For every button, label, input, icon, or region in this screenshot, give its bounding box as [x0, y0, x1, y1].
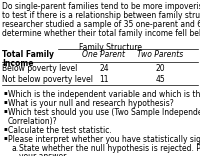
Text: 20: 20	[155, 64, 165, 73]
Text: Income: Income	[2, 59, 34, 68]
Text: ▪: ▪	[3, 90, 7, 95]
Text: 45: 45	[155, 75, 165, 84]
Text: Not below poverty level: Not below poverty level	[2, 75, 93, 84]
Text: ▪: ▪	[3, 108, 7, 113]
Text: State whether the null hypothesis is rejected. Please include critical region in: State whether the null hypothesis is rej…	[19, 144, 200, 153]
Text: your answer.: your answer.	[19, 152, 68, 156]
Text: ▪: ▪	[3, 126, 7, 131]
Text: Calculate the test statistic.: Calculate the test statistic.	[8, 126, 112, 135]
Text: 24: 24	[99, 64, 109, 73]
Text: researcher studied a sample of 35 one-parent and 65 two-parent families in a par: researcher studied a sample of 35 one-pa…	[2, 20, 200, 29]
Text: Two Parents: Two Parents	[137, 50, 183, 59]
Text: to test if there is a relationship between family structure and family income le: to test if there is a relationship betwe…	[2, 11, 200, 20]
Text: ▪: ▪	[3, 135, 7, 140]
Text: 11: 11	[99, 75, 109, 84]
Text: determine whether their total family income fell below the poverty level.: determine whether their total family inc…	[2, 29, 200, 39]
Text: One Parent: One Parent	[83, 50, 126, 59]
Text: ▪: ▪	[3, 99, 7, 104]
Text: Correlation)?: Correlation)?	[8, 117, 58, 126]
Text: Which test should you use (Two Sample Independent t, ANOVA, Chi-square, or: Which test should you use (Two Sample In…	[8, 108, 200, 117]
Text: a.: a.	[12, 144, 19, 153]
Text: Which is the independent variable and which is the dependent variable?: Which is the independent variable and wh…	[8, 90, 200, 99]
Text: What is your null and research hypothesis?: What is your null and research hypothesi…	[8, 99, 174, 108]
Text: Do single-parent families tend to be more impoverished than families with two pa: Do single-parent families tend to be mor…	[2, 2, 200, 11]
Text: Total Family: Total Family	[2, 50, 54, 59]
Text: Below poverty level: Below poverty level	[2, 64, 77, 73]
Text: Please interpret whether you have statistically significant results when α = .05: Please interpret whether you have statis…	[8, 135, 200, 144]
Text: Family Structure: Family Structure	[79, 43, 142, 52]
